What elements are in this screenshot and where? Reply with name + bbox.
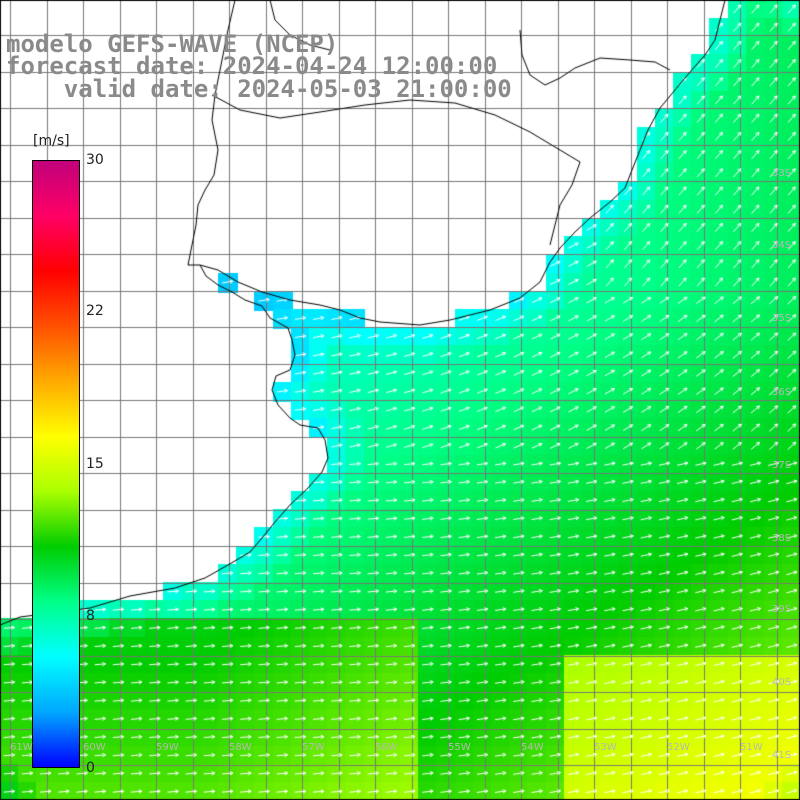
model-title: modelo GEFS-WAVE (NCEP) bbox=[6, 30, 339, 58]
lon-label: 61W bbox=[10, 742, 33, 753]
valid-date: valid date: 2024-05-03 21:00:00 bbox=[6, 75, 512, 103]
colorbar-tick-0: 0 bbox=[86, 760, 95, 776]
lat-label: 41S bbox=[772, 750, 792, 761]
lon-label: 56W bbox=[375, 742, 398, 753]
colorbar-tick-30: 30 bbox=[86, 152, 104, 168]
forecast-date: forecast date: 2024-04-24 12:00:00 bbox=[6, 52, 498, 80]
lon-label: 52W bbox=[667, 742, 690, 753]
colorbar-tick-15: 15 bbox=[86, 456, 104, 472]
lat-label: 33S bbox=[772, 168, 792, 179]
lon-label: 57W bbox=[302, 742, 325, 753]
lat-label: 38S bbox=[772, 533, 792, 544]
colorbar-tick-22: 22 bbox=[86, 303, 104, 319]
lat-label: 37S bbox=[772, 460, 792, 471]
lat-label: 36S bbox=[772, 387, 792, 398]
lat-label: 35S bbox=[772, 313, 792, 324]
lon-label: 55W bbox=[448, 742, 471, 753]
lat-label: 39S bbox=[772, 604, 792, 615]
colorbar-unit: [m/s] bbox=[33, 133, 70, 149]
lat-label: 40S bbox=[772, 677, 792, 688]
lon-label: 53W bbox=[594, 742, 617, 753]
lon-label: 58W bbox=[229, 742, 252, 753]
lon-label: 60W bbox=[83, 742, 106, 753]
lat-label: 34S bbox=[772, 240, 792, 251]
colorbar-tick-8: 8 bbox=[86, 608, 95, 624]
lon-label: 54W bbox=[521, 742, 544, 753]
colorbar bbox=[32, 160, 80, 768]
lon-label: 59W bbox=[156, 742, 179, 753]
lon-label: 51W bbox=[740, 742, 763, 753]
